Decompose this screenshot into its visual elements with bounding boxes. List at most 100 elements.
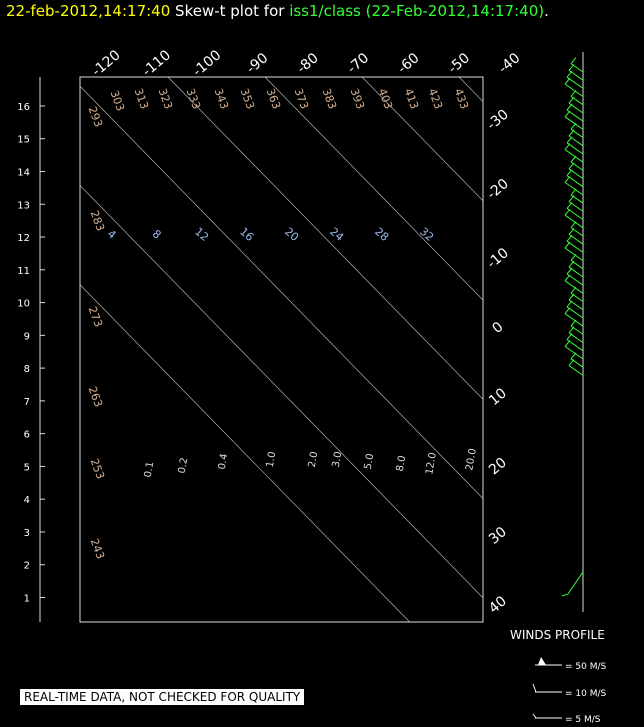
wind-barb-flag bbox=[566, 202, 573, 209]
mixing-label: 32 bbox=[417, 225, 436, 244]
wind-barb-flag bbox=[564, 110, 571, 118]
title-time: 22-feb-2012,14:17:40 bbox=[6, 2, 171, 20]
right-temp-label: 20 bbox=[486, 455, 510, 479]
theta-label: 413 bbox=[402, 87, 421, 111]
wind-barb-flag bbox=[568, 162, 575, 170]
mixing-label: 28 bbox=[372, 225, 391, 244]
height-tick-label: 15 bbox=[17, 135, 30, 146]
top-temp-label: -70 bbox=[344, 50, 372, 77]
wind-barb bbox=[564, 116, 584, 130]
wind-barb-flag bbox=[564, 307, 571, 314]
theta-label: 273 bbox=[86, 305, 105, 329]
title-source: iss1/class (22-Feb-2012,14:17:40) bbox=[289, 2, 545, 20]
theta-label: 253 bbox=[88, 457, 107, 481]
wind-barb-flag bbox=[570, 155, 577, 163]
isotherm-line bbox=[80, 185, 483, 599]
wind-barb-flag bbox=[568, 260, 575, 268]
right-temp-label: -20 bbox=[484, 176, 512, 203]
wind-legend-label: = 10 M/S bbox=[565, 689, 607, 699]
height-tick-label: 14 bbox=[17, 167, 30, 178]
wind-barb bbox=[570, 325, 584, 335]
height-tick-label: 10 bbox=[17, 299, 30, 310]
theta-label: 423 bbox=[426, 87, 445, 111]
theta-label: 403 bbox=[376, 87, 395, 111]
wind-barb-flag bbox=[566, 267, 573, 275]
height-tick-label: 13 bbox=[17, 200, 30, 211]
low-mixing-label: 12.0 bbox=[424, 452, 439, 476]
top-temp-label: -100 bbox=[190, 47, 225, 80]
wind-barb-flag bbox=[564, 241, 571, 249]
theta-label: 353 bbox=[238, 87, 257, 111]
right-temp-label: -30 bbox=[484, 107, 512, 134]
wind-legend-barb bbox=[532, 713, 537, 719]
theta-label: 383 bbox=[320, 87, 339, 111]
wind-barb-flag bbox=[568, 293, 575, 301]
top-temp-label: -50 bbox=[445, 50, 473, 77]
wind-barb-flag bbox=[570, 319, 577, 327]
low-mixing-label: 0.2 bbox=[177, 457, 191, 475]
winds-profile-title: WINDS PROFILE bbox=[510, 628, 605, 642]
wind-barb-flag bbox=[566, 103, 573, 111]
wind-barb-flag bbox=[564, 208, 571, 216]
height-tick-label: 2 bbox=[24, 561, 30, 572]
wind-barb-flag bbox=[570, 122, 577, 130]
wind-barb-flag bbox=[570, 352, 577, 360]
wind-barb-flag bbox=[566, 234, 573, 242]
top-temp-label: -110 bbox=[139, 47, 174, 80]
wind-barb-flag bbox=[570, 90, 577, 97]
wind-legend-label: = 50 M/S bbox=[565, 662, 607, 672]
wind-barb bbox=[564, 83, 584, 98]
wind-barb-flag bbox=[570, 57, 577, 64]
height-tick-label: 4 bbox=[24, 495, 30, 506]
plot-frame bbox=[79, 76, 484, 623]
wind-barb bbox=[568, 365, 584, 376]
wind-barb-flag bbox=[570, 188, 577, 196]
theta-label: 283 bbox=[88, 209, 107, 233]
low-mixing-label: 0.4 bbox=[217, 453, 231, 471]
wind-layer: = 50 M/S = 10 M/S = 5 M/S bbox=[532, 52, 607, 725]
wind-barb bbox=[564, 181, 584, 196]
height-tick-label: 16 bbox=[17, 102, 30, 113]
wind-barb-flag bbox=[566, 300, 573, 308]
low-mixing-label: 3.0 bbox=[331, 451, 345, 469]
theta-label: 243 bbox=[88, 537, 107, 561]
height-tick-label: 9 bbox=[24, 331, 30, 342]
theta-label: 343 bbox=[212, 87, 231, 111]
isotherm-line bbox=[458, 77, 483, 102]
theta-label: 363 bbox=[264, 87, 283, 111]
right-temp-label: 30 bbox=[486, 524, 510, 548]
theta-label: 333 bbox=[184, 87, 203, 111]
wind-barb-flag bbox=[570, 221, 577, 228]
chart-title: 22-feb-2012,14:17:40 Skew-t plot for iss… bbox=[6, 2, 549, 20]
wind-barb bbox=[570, 95, 584, 106]
top-temp-label: -60 bbox=[395, 50, 423, 77]
right-temp-label: 10 bbox=[486, 385, 510, 409]
wind-legend-barb bbox=[532, 683, 537, 693]
isotherm-line bbox=[80, 85, 483, 499]
wind-barb-flag bbox=[564, 143, 571, 150]
theta-label: 303 bbox=[108, 89, 127, 113]
right-temp-label: 40 bbox=[486, 593, 510, 617]
wind-barb-flag bbox=[568, 228, 575, 235]
wind-legend-label: = 5 M/S bbox=[565, 715, 601, 725]
low-mixing-label: 20.0 bbox=[464, 448, 479, 472]
wind-barb bbox=[564, 214, 584, 229]
isotherm-line bbox=[80, 284, 410, 622]
right-temp-label: -10 bbox=[484, 245, 512, 272]
top-temp-label: -120 bbox=[89, 47, 124, 80]
right-temp-label: 0 bbox=[489, 319, 506, 337]
wind-barb-flag bbox=[568, 129, 575, 137]
grid-layer bbox=[80, 77, 483, 622]
top-temp-label: -80 bbox=[294, 50, 322, 77]
low-mixing-label: 2.0 bbox=[307, 451, 321, 469]
mixing-label: 12 bbox=[192, 225, 211, 244]
wind-barb bbox=[564, 149, 584, 163]
wind-barb bbox=[570, 128, 584, 139]
low-mixing-label: 1.0 bbox=[265, 451, 279, 469]
wind-barb-flag bbox=[564, 274, 571, 282]
theta-label: 323 bbox=[156, 87, 175, 111]
wind-barb-flag bbox=[564, 176, 571, 183]
mixing-label: 24 bbox=[327, 225, 346, 244]
mixing-label: 20 bbox=[282, 225, 301, 244]
